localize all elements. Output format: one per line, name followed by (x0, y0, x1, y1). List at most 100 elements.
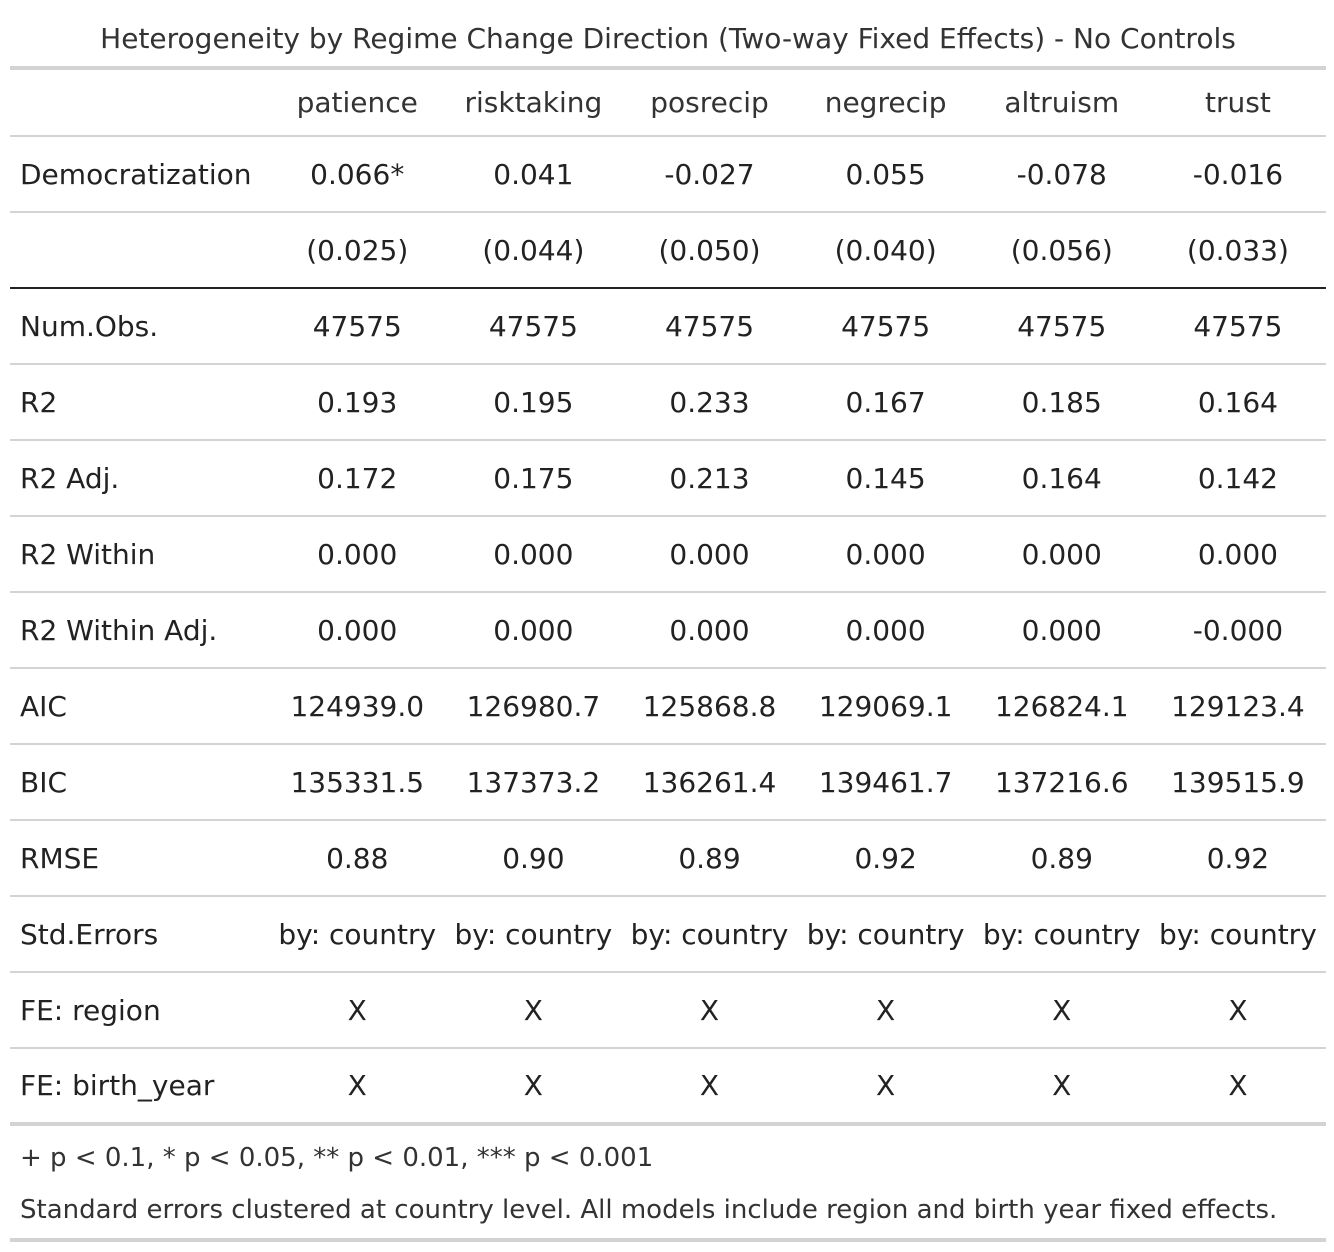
significance-note: + p < 0.1, * p < 0.05, ** p < 0.01, *** … (20, 1143, 654, 1173)
table-cell: 0.213 (621, 440, 798, 517)
table-cell: 0.000 (797, 516, 974, 593)
table-cell: X (269, 1048, 446, 1126)
table-cell: 136261.4 (621, 744, 798, 821)
table-cell: X (621, 972, 798, 1049)
table-cell: 137373.2 (445, 744, 622, 821)
table-cell: by: country (797, 896, 974, 973)
table-cell: 0.000 (797, 592, 974, 669)
column-header: altruism (973, 70, 1150, 137)
table-cell: 47575 (1149, 288, 1326, 365)
table-cell: 0.055 (797, 136, 974, 213)
table-cell: 0.167 (797, 364, 974, 441)
column-header: risktaking (445, 70, 622, 137)
row-label: Num.Obs. (10, 288, 270, 365)
table-row: Democratization 0.066* 0.041 -0.027 0.05… (10, 136, 1326, 213)
table-cell: 0.185 (973, 364, 1150, 441)
table-cell: X (797, 1048, 974, 1126)
table-cell: 47575 (973, 288, 1150, 365)
table-row: AIC 124939.0 126980.7 125868.8 129069.1 … (10, 668, 1326, 745)
table-row: R2 Adj. 0.172 0.175 0.213 0.145 0.164 0.… (10, 440, 1326, 517)
header-row: patience risktaking posrecip negrecip al… (10, 70, 1326, 137)
table-cell: 0.88 (269, 820, 446, 897)
table-cell: -0.078 (973, 136, 1150, 213)
table-cell: 0.041 (445, 136, 622, 213)
table-cell: 0.164 (1149, 364, 1326, 441)
row-label: R2 Within (10, 516, 270, 593)
table-cell: 129069.1 (797, 668, 974, 745)
table-cell: 0.92 (1149, 820, 1326, 897)
column-header: patience (269, 70, 446, 137)
table-cell: X (621, 1048, 798, 1126)
table-cell: 0.142 (1149, 440, 1326, 517)
table-cell: 0.89 (621, 820, 798, 897)
column-header: negrecip (797, 70, 974, 137)
column-header: trust (1149, 70, 1326, 137)
table-row: Std.Errors by: country by: country by: c… (10, 896, 1326, 973)
row-label: AIC (10, 668, 270, 745)
table-cell: 0.000 (621, 592, 798, 669)
table-cell: by: country (445, 896, 622, 973)
table-row: Num.Obs. 47575 47575 47575 47575 47575 4… (10, 288, 1326, 365)
table-cell: 0.000 (973, 516, 1150, 593)
table-cell: 47575 (445, 288, 622, 365)
table-cell: 139461.7 (797, 744, 974, 821)
table-cell: 0.89 (973, 820, 1150, 897)
table-cell: 0.90 (445, 820, 622, 897)
table-cell: 0.000 (445, 592, 622, 669)
table-cell: 0.175 (445, 440, 622, 517)
table-cell: 135331.5 (269, 744, 446, 821)
table-row: FE: birth_year X X X X X X (10, 1048, 1326, 1126)
table-cell: X (1149, 1048, 1326, 1126)
table-cell: 0.172 (269, 440, 446, 517)
table-cell: 47575 (269, 288, 446, 365)
row-label: R2 (10, 364, 270, 441)
table-cell: X (1149, 972, 1326, 1049)
regression-table-container: Heterogeneity by Regime Change Direction… (10, 0, 1326, 1242)
table-cell: by: country (269, 896, 446, 973)
table-row: R2 Within Adj. 0.000 0.000 0.000 0.000 0… (10, 592, 1326, 669)
table-cell: 0.000 (973, 592, 1150, 669)
row-label: BIC (10, 744, 270, 821)
table-cell: 0.000 (269, 592, 446, 669)
table-cell: X (973, 972, 1150, 1049)
table-cell: 124939.0 (269, 668, 446, 745)
regression-table: patience risktaking posrecip negrecip al… (10, 70, 1326, 1126)
table-cell: 0.164 (973, 440, 1150, 517)
table-cell: 0.92 (797, 820, 974, 897)
table-notes: + p < 0.1, * p < 0.05, ** p < 0.01, *** … (10, 1126, 1326, 1238)
table-row: R2 Within 0.000 0.000 0.000 0.000 0.000 … (10, 516, 1326, 593)
row-label: FE: birth_year (10, 1048, 270, 1126)
table-cell: 0.000 (269, 516, 446, 593)
table-cell: X (973, 1048, 1150, 1126)
table-cell: 0.195 (445, 364, 622, 441)
table-cell: 47575 (621, 288, 798, 365)
table-cell: X (269, 972, 446, 1049)
table-cell: -0.000 (1149, 592, 1326, 669)
table-cell: (0.040) (797, 212, 974, 289)
row-label: RMSE (10, 820, 270, 897)
table-cell: 139515.9 (1149, 744, 1326, 821)
table-cell: 47575 (797, 288, 974, 365)
table-cell: (0.044) (445, 212, 622, 289)
table-cell: 126824.1 (973, 668, 1150, 745)
table-cell: 0.000 (1149, 516, 1326, 593)
table-cell: 0.233 (621, 364, 798, 441)
header-stub (10, 70, 270, 137)
row-label: Democratization (10, 136, 270, 213)
table-cell: -0.027 (621, 136, 798, 213)
column-header: posrecip (621, 70, 798, 137)
table-cell: 129123.4 (1149, 668, 1326, 745)
row-label (10, 212, 270, 289)
table-cell: (0.033) (1149, 212, 1326, 289)
table-row: FE: region X X X X X X (10, 972, 1326, 1049)
row-label: FE: region (10, 972, 270, 1049)
table-cell: by: country (621, 896, 798, 973)
table-row: RMSE 0.88 0.90 0.89 0.92 0.89 0.92 (10, 820, 1326, 897)
table-row: R2 0.193 0.195 0.233 0.167 0.185 0.164 (10, 364, 1326, 441)
row-label: R2 Within Adj. (10, 592, 270, 669)
table-cell: 125868.8 (621, 668, 798, 745)
table-cell: by: country (1149, 896, 1326, 973)
table-cell: X (445, 1048, 622, 1126)
table-row: (0.025) (0.044) (0.050) (0.040) (0.056) … (10, 212, 1326, 289)
table-cell: -0.016 (1149, 136, 1326, 213)
